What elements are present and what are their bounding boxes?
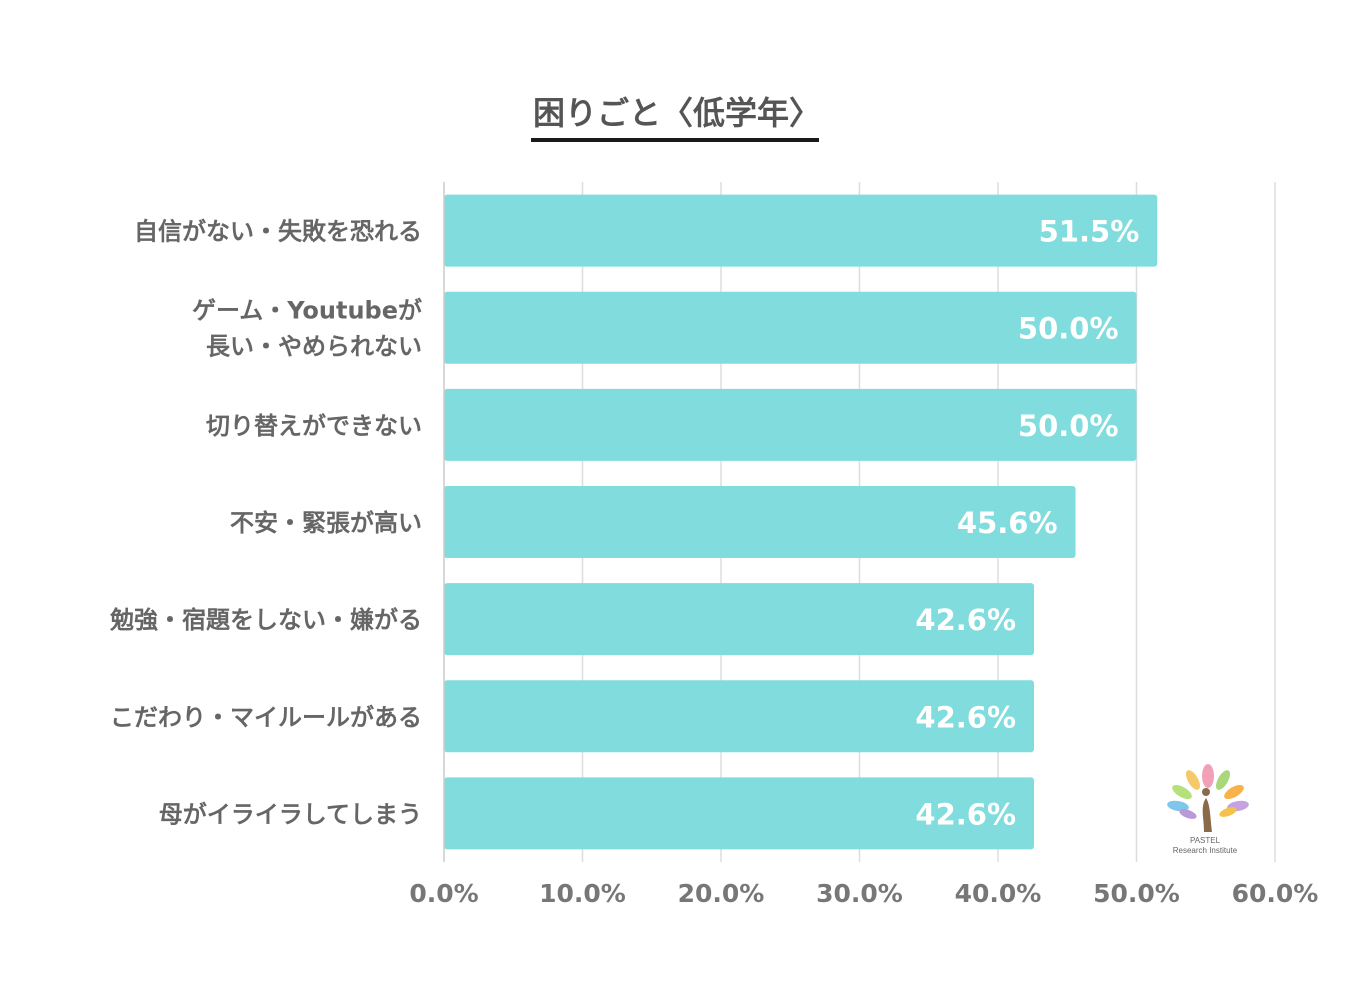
bar	[444, 583, 1035, 656]
pastel-logo-icon	[1167, 764, 1249, 832]
tick-labels: 0.0% 10.0% 20.0% 30.0% 40.0% 50.0% 60.0%	[409, 879, 1318, 908]
x-tick-label: 0.0%	[409, 879, 478, 908]
x-tick-label: 30.0%	[816, 879, 903, 908]
category-label: こだわり・マイルールがある	[110, 703, 422, 731]
category-label: 不安・緊張が高い	[230, 509, 422, 537]
category-label-line: 勉強・宿題をしない・嫌がる	[109, 606, 422, 634]
logo-line1: PASTEL	[1189, 836, 1221, 845]
x-tick-label: 40.0%	[955, 879, 1042, 908]
bar	[444, 486, 1076, 558]
bar-value-label: 42.6%	[915, 700, 1016, 734]
category-label-line: 切り替えができない	[206, 412, 422, 440]
category-label: ゲーム・Youtubeが長い・やめられない	[192, 297, 422, 361]
category-label-line: 不安・緊張が高い	[230, 509, 422, 537]
category-label: 切り替えができない	[206, 412, 422, 440]
logo-line2: Research Institute	[1172, 846, 1238, 855]
bar-value-label: 51.5%	[1039, 215, 1140, 249]
category-label-line: ゲーム・Youtubeが	[192, 297, 422, 325]
bar-value-label: 42.6%	[915, 797, 1016, 831]
bar-value-label: 42.6%	[915, 603, 1016, 637]
value-labels: 51.5% 50.0% 50.0% 45.6% 42.6% 42.6% 42.6%	[915, 215, 1139, 832]
category-label: 勉強・宿題をしない・嫌がる	[109, 606, 422, 634]
x-tick-label: 10.0%	[539, 879, 626, 908]
title-underline	[531, 138, 819, 142]
bar-value-label: 45.6%	[957, 506, 1058, 540]
bar	[444, 194, 1158, 267]
category-label: 母がイライラしてしまう	[159, 800, 422, 828]
bar	[444, 777, 1035, 850]
bar	[444, 680, 1035, 753]
logo-text: PASTEL Research Institute	[1160, 836, 1250, 856]
category-label-line: 長い・やめられない	[206, 333, 422, 361]
bars	[444, 194, 1158, 850]
x-tick-label: 60.0%	[1232, 879, 1319, 908]
bar-value-label: 50.0%	[1018, 312, 1119, 346]
category-label-line: 自信がない・失敗を恐れる	[134, 218, 422, 246]
bar-value-label: 50.0%	[1018, 409, 1119, 443]
x-tick-label: 50.0%	[1093, 879, 1180, 908]
bar	[444, 388, 1137, 461]
category-label: 自信がない・失敗を恐れる	[134, 218, 422, 246]
category-label-line: 母がイライラしてしまう	[159, 800, 422, 828]
chart-title: 困りごと〈低学年〉	[533, 94, 822, 132]
category-labels: 自信がない・失敗を恐れるゲーム・Youtubeが長い・やめられない切り替えができ…	[109, 218, 422, 829]
bar	[444, 291, 1137, 364]
x-tick-label: 20.0%	[678, 879, 765, 908]
category-label-line: こだわり・マイルールがある	[110, 703, 422, 731]
